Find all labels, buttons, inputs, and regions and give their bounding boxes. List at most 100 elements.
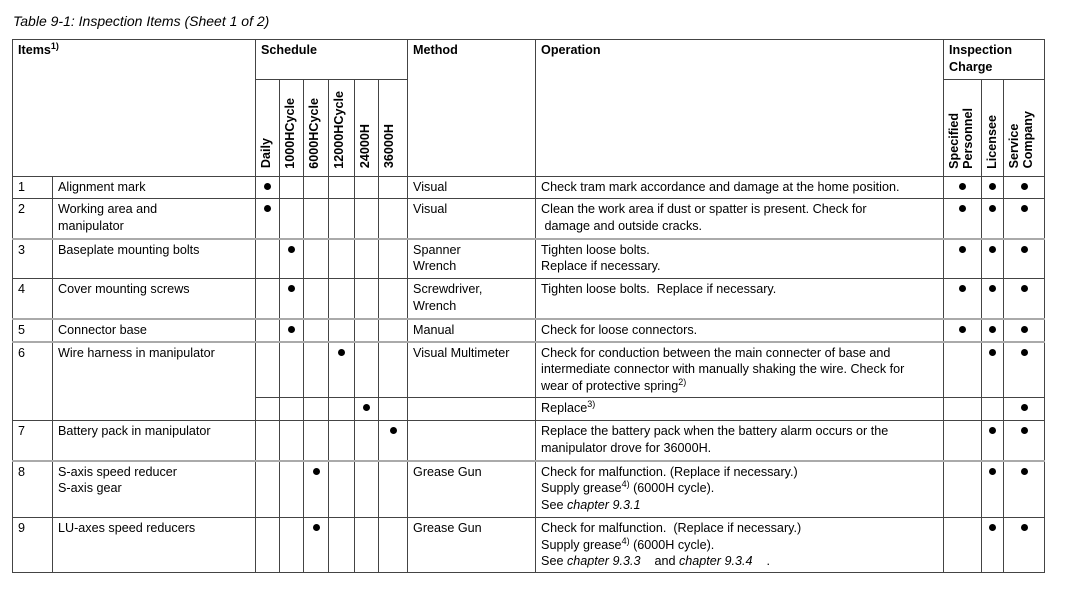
- charge-cell: [943, 238, 983, 279]
- operation-text: Tighten loose bolts. Replace if necessar…: [541, 282, 777, 296]
- charge-cell: [943, 460, 983, 518]
- item-name: Baseplate mounting bolts: [51, 238, 257, 279]
- chapter-reference: chapter 9.3.4: [679, 554, 753, 568]
- method-line: Manual: [413, 322, 455, 337]
- item-number: 2: [12, 198, 53, 240]
- schedule-cell: [279, 318, 305, 343]
- bullet-icon: [989, 524, 997, 531]
- charge-cell: [981, 341, 1005, 398]
- charge-col-line: Specified: [947, 112, 962, 169]
- bullet-icon: [312, 467, 320, 475]
- bullet-icon: [959, 245, 967, 253]
- operation-cell: Check tram mark accordance and damage at…: [535, 176, 945, 199]
- operation-text: Check for conduction between the main co…: [541, 345, 891, 360]
- operation-cell: Replace3): [535, 397, 945, 421]
- bullet-icon: [959, 325, 967, 333]
- charge-cell: [1003, 318, 1046, 343]
- schedule-cell: [328, 238, 356, 279]
- item-number: 6: [12, 341, 53, 421]
- schedule-cell: [354, 460, 380, 518]
- header-charge-col: Specified Personnel: [943, 79, 983, 177]
- schedule-cell: [255, 198, 281, 240]
- charge-col-line: Service: [1007, 123, 1022, 169]
- schedule-cell: [303, 278, 330, 320]
- schedule-cell: [303, 238, 330, 279]
- bullet-icon: [959, 285, 967, 292]
- schedule-cell: [255, 278, 281, 320]
- bullet-icon: [288, 245, 296, 253]
- charge-cell: [981, 517, 1005, 573]
- item-name-line: LU-axes speed reducers: [58, 521, 196, 535]
- header-method: Method: [407, 39, 537, 177]
- bullet-icon: [1020, 325, 1028, 333]
- schedule-cell: [279, 517, 305, 573]
- bullet-icon: [1020, 427, 1028, 434]
- schedule-cell: [378, 397, 409, 421]
- operation-text: Replace: [541, 401, 588, 415]
- schedule-cell: [303, 318, 330, 343]
- schedule-cell: [279, 278, 305, 320]
- schedule-cell: [303, 517, 330, 573]
- charge-cell: [981, 238, 1005, 279]
- chapter-reference: chapter 9.3.1: [566, 497, 641, 512]
- schedule-cell: [378, 278, 409, 320]
- charge-col-label: Licensee: [985, 115, 999, 169]
- item-name: Battery pack in manipulator: [51, 420, 257, 462]
- charge-col-line: Personnel: [961, 107, 976, 169]
- bullet-icon: [363, 404, 371, 411]
- schedule-cell: [279, 238, 305, 279]
- charge-cell: [981, 460, 1005, 518]
- bullet-icon: [989, 467, 997, 475]
- operation-text: See: [541, 497, 567, 512]
- method-line: Visual Multimeter: [413, 345, 510, 360]
- charge-cell: [1003, 198, 1046, 240]
- header-schedule-36000h: 36000H: [378, 79, 409, 177]
- method-cell: [407, 397, 537, 421]
- schedule-cell: [255, 238, 281, 279]
- item-name-line: Battery pack in manipulator: [58, 424, 211, 438]
- operation-text: Check tram mark accordance and damage at…: [541, 180, 900, 194]
- footnote-ref: 3): [587, 399, 596, 409]
- charge-cell: [981, 278, 1005, 320]
- schedule-cell: [354, 176, 380, 199]
- item-number: 7: [12, 420, 53, 462]
- schedule-cell: [354, 420, 380, 462]
- schedule-cell: [354, 318, 380, 343]
- operation-cell: Check for conduction between the main co…: [535, 341, 945, 398]
- bullet-icon: [989, 205, 997, 212]
- table-row: 3 Baseplate mounting bolts Spanner Wrench Ti…: [12, 238, 1046, 279]
- charge-cell: [1003, 517, 1046, 573]
- operation-text: intermediate connector with manually sha…: [541, 362, 905, 376]
- bullet-icon: [1020, 524, 1028, 531]
- schedule-cell: [354, 238, 380, 279]
- header-charge-col: Service Company: [1003, 79, 1046, 177]
- charge-cell: [943, 517, 983, 573]
- item-name: S-axis speed reducer S-axis gear: [51, 460, 257, 518]
- table-caption: Table 9-1: Inspection Items (Sheet 1 of …: [13, 13, 270, 29]
- header-charge-col: Licensee: [981, 79, 1005, 177]
- charge-col-line: Company: [1021, 111, 1036, 169]
- charge-cell: [943, 278, 983, 320]
- schedule-cell: [303, 397, 330, 421]
- item-name-line: manipulator: [58, 218, 124, 233]
- charge-cell: [981, 176, 1005, 199]
- header-schedule: Schedule: [255, 39, 409, 80]
- bullet-icon: [389, 427, 397, 434]
- charge-cell: [943, 176, 983, 199]
- table-row: 5 Connector base Manual Check for loose con…: [12, 318, 1046, 343]
- schedule-cell: [378, 341, 409, 398]
- charge-cell: [981, 397, 1005, 421]
- chapter-reference: chapter 9.3.3: [566, 554, 641, 568]
- bullet-icon: [989, 348, 997, 356]
- schedule-cell: [328, 420, 356, 462]
- item-number: 5: [12, 318, 53, 343]
- charge-col-line: Licensee: [985, 114, 1000, 169]
- charge-cell: [1003, 460, 1046, 518]
- item-name-line: Wire harness in manipulator: [58, 345, 215, 360]
- method-cell: Visual: [407, 176, 537, 199]
- item-name-line: Cover mounting screws: [58, 282, 190, 296]
- footnote-ref: 2): [678, 376, 687, 387]
- schedule-col-label: 1000HCycle: [283, 97, 298, 169]
- method-cell: Grease Gun: [407, 460, 537, 518]
- header-schedule-6000hcycle: 6000HCycle: [303, 79, 330, 177]
